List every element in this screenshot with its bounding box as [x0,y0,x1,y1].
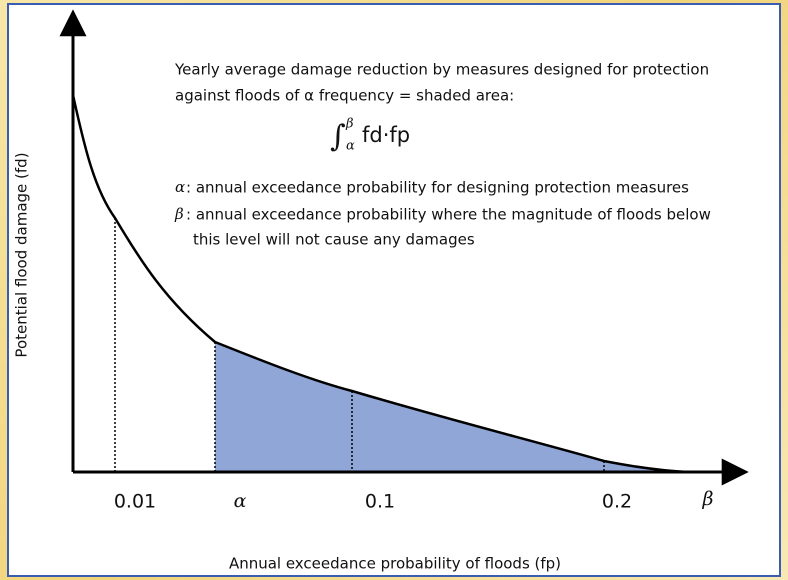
integral-upper: β [345,117,354,132]
integral-lower: α [346,139,355,154]
beta-text: : annual exceedance probability where th… [186,206,711,224]
x-tick-label: 0.1 [365,491,395,513]
integrand: fd·fp [362,123,410,147]
alpha-text: : annual exceedance probability for desi… [186,179,689,197]
x-axis-label: Annual exceedance probability of floods … [229,555,561,573]
beta-continuation: this level will not cause any damages [193,231,475,249]
dotted-lines [114,218,605,472]
x-tick-label: 0.01 [114,491,156,513]
integral-symbol: ∫ [330,119,346,154]
shaded-area [215,342,688,472]
y-axis-label: Potential flood damage (fd) [13,152,31,357]
x-tick-label: α [234,490,247,512]
alpha-symbol: α [175,178,185,196]
x-tick-label: 0.2 [602,491,632,513]
beta-symbol: β [174,205,184,223]
panel [7,3,781,577]
annotation-line: Yearly average damage reduction by measu… [174,61,709,79]
x-tick-label: β [702,488,714,510]
curve [71,94,689,474]
annotation-line: against floods of α frequency = shaded a… [175,87,514,105]
